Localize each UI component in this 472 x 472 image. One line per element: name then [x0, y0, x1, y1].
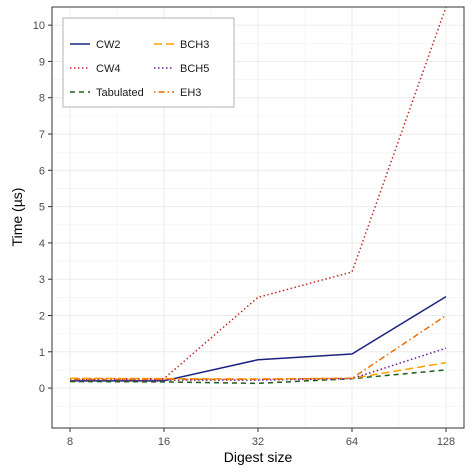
legend-label-bch3: BCH3 [180, 39, 209, 51]
x-tick-label: 16 [158, 436, 170, 448]
x-tick-label: 32 [252, 436, 264, 448]
y-tick-label: 10 [33, 20, 45, 32]
y-tick-label: 9 [39, 56, 45, 68]
series-line-cw4 [69, 7, 447, 380]
y-tick-label: 5 [39, 202, 45, 214]
y-tick-label: 2 [39, 310, 45, 322]
legend-label-tabulated: Tabulated [96, 87, 144, 99]
legend-label-bch5: BCH5 [180, 63, 209, 75]
y-tick-label: 1 [39, 347, 45, 359]
series-line-bch3 [69, 361, 447, 380]
y-tick-label: 4 [39, 238, 45, 250]
y-axis: 0 1 2 3 4 5 6 7 8 9 10 [33, 20, 52, 395]
y-tick-label: 6 [39, 165, 45, 177]
x-tick-label: 8 [67, 436, 73, 448]
legend: CW2 CW4 Tabulated BCH3 BCH5 EH3 [62, 17, 235, 108]
series-line-bch5 [70, 347, 447, 381]
y-tick-label: 7 [39, 129, 45, 141]
x-axis: 8 16 32 64 128 [67, 428, 455, 448]
x-tick-label: 64 [346, 436, 358, 448]
y-tick-label: 3 [39, 274, 45, 286]
x-tick-label: 128 [437, 436, 455, 448]
legend-label-cw2: CW2 [96, 39, 120, 51]
y-tick-label: 0 [39, 383, 45, 395]
legend-label-cw4: CW4 [96, 63, 120, 75]
legend-box [62, 17, 235, 108]
series-layer [69, 7, 447, 385]
y-axis-title: Time (µs) [9, 188, 25, 247]
series-line-eh3 [70, 314, 447, 381]
y-tick-label: 8 [39, 93, 45, 105]
series-line-cw2 [70, 295, 447, 382]
grid [52, 6, 464, 428]
x-axis-title: Digest size [224, 449, 293, 465]
legend-label-eh3: EH3 [180, 87, 201, 99]
